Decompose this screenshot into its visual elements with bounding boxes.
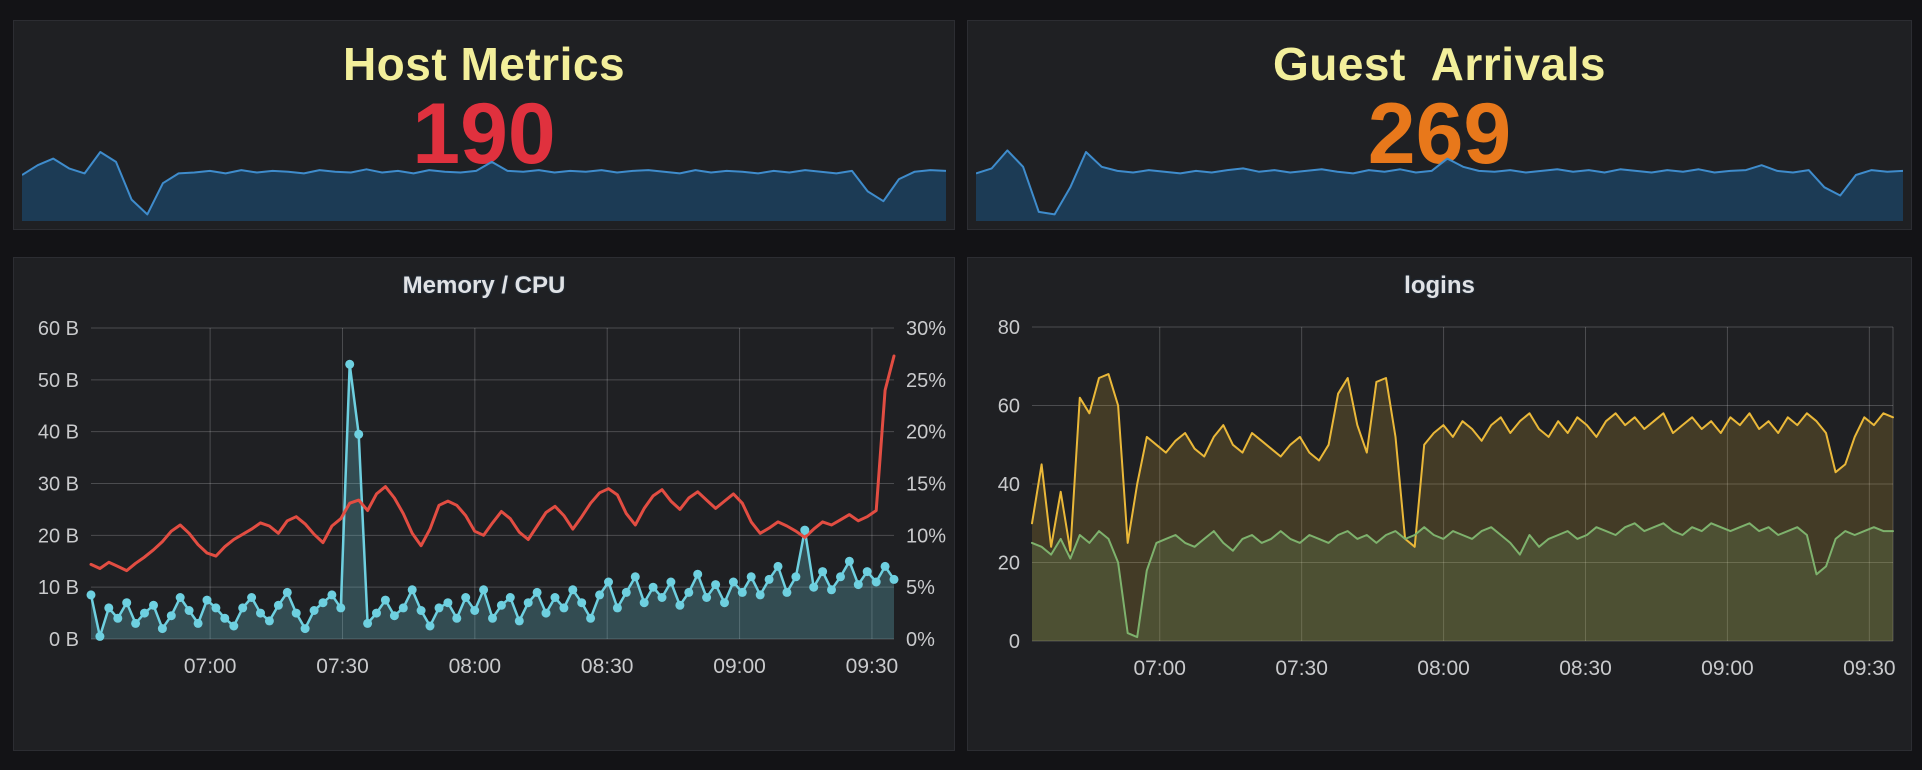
memory-cpu-title[interactable]: Memory / CPU [402, 272, 566, 299]
axis-tick-label: 80 [998, 317, 1020, 339]
guest-arrivals-value: 269 [1367, 86, 1512, 182]
cpu-line [89, 354, 896, 573]
axis-tick-label: 09:30 [846, 655, 899, 678]
axis-tick-label: 40 [998, 474, 1020, 496]
logins-green-area [1032, 523, 1893, 641]
host-metrics-sparkline [22, 151, 946, 221]
axis-tick-label: 07:30 [316, 655, 369, 678]
host-metrics-value: 190 [412, 86, 556, 182]
logins-title[interactable]: logins [1404, 272, 1475, 299]
axis-tick-label: 20% [906, 422, 946, 444]
axis-tick-label: 08:00 [1417, 657, 1470, 680]
axis-tick-label: 10 B [38, 577, 79, 599]
logins-green-line [1031, 522, 1894, 639]
axis-tick-label: 20 B [38, 525, 79, 547]
axis-tick-label: 60 [998, 396, 1020, 418]
memory-cpu-chart[interactable]: 0 B 0% 10 B 5% 20 B 10% 30 B 15% 40 B 20% 50 B 25% 6… [14, 258, 954, 750]
axis-tick-label: 09:00 [1701, 657, 1754, 680]
logins-yellow-line [1031, 373, 1894, 552]
panel-host-metrics: Host Metrics 190 [13, 20, 955, 230]
axis-tick-label: 30 B [38, 474, 79, 496]
axis-tick-label: 40 B [38, 422, 79, 444]
logins-chart[interactable]: 0 20 40 60 80 07:00 07:30 08:00 08:30 09:00 09:30 [968, 258, 1911, 750]
axis-tick-label: 0% [906, 629, 935, 651]
host_metrics-spark-line [22, 151, 946, 216]
axis-tick-label: 08:00 [449, 655, 502, 678]
axis-tick-label: 10% [906, 525, 946, 547]
axis-tick-label: 50 B [38, 370, 79, 392]
axis-tick-label: 07:30 [1275, 657, 1328, 680]
axis-tick-label: 0 [1009, 631, 1020, 653]
panel-logins: logins 0 20 40 60 80 07:00 07:30 08:00 08:30 09:0… [967, 257, 1912, 751]
panel-memory-cpu: Memory / CPU 0 B 0% 10 B 5% 20 B 10% 30 B 15% 40… [13, 257, 955, 751]
axis-tick-label: 07:00 [1133, 657, 1186, 680]
axis-tick-label: 0 B [49, 629, 79, 651]
axis-tick-label: 30% [906, 318, 946, 340]
guest_arrivals-spark-area [976, 150, 1903, 221]
logins-yellow-area [1032, 374, 1893, 641]
axis-tick-label: 08:30 [581, 655, 634, 678]
guest-arrivals-sparkline [976, 149, 1903, 221]
axis-tick-label: 20 [998, 553, 1020, 575]
guest_arrivals-spark-line [976, 149, 1903, 216]
axis-tick-label: 5% [906, 577, 935, 599]
memory-points [86, 359, 899, 641]
panel-guest-arrivals: Guest Arrivals 269 [967, 20, 1912, 230]
axis-tick-label: 15% [906, 474, 946, 496]
host_metrics-spark-area [22, 152, 946, 221]
axis-tick-label: 60 B [38, 318, 79, 340]
guest-arrivals-title: Guest Arrivals [1272, 38, 1607, 90]
axis-tick-label: 08:30 [1559, 657, 1612, 680]
host-metrics-title: Host Metrics [342, 38, 626, 90]
axis-tick-label: 07:00 [184, 655, 237, 678]
memory-area [91, 364, 894, 639]
axis-tick-label: 09:30 [1843, 657, 1896, 680]
axis-tick-label: 09:00 [713, 655, 766, 678]
axis-tick-label: 25% [906, 370, 946, 392]
